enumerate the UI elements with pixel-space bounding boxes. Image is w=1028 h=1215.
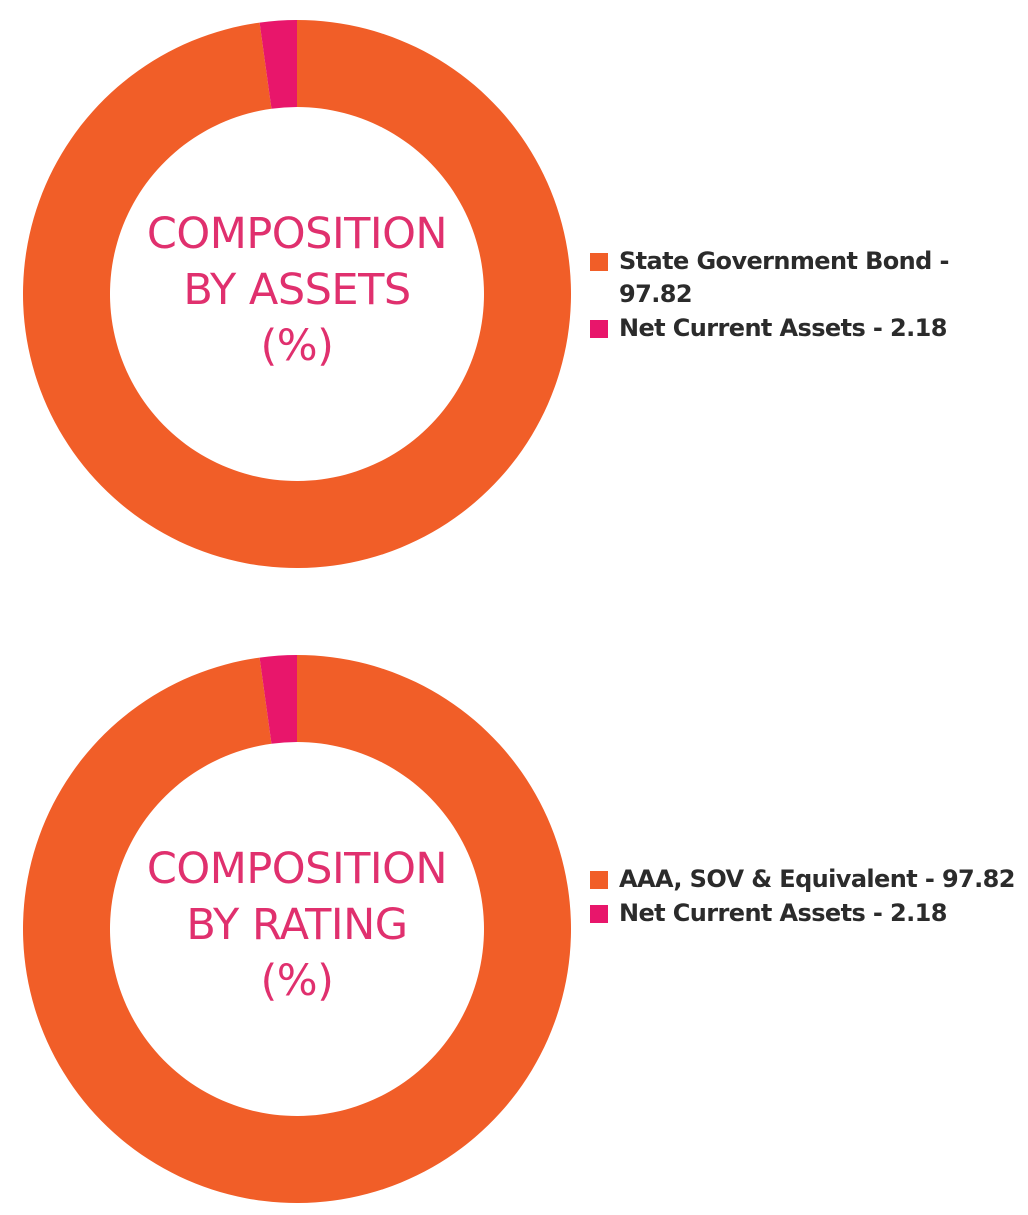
legend-item-state-government-bond: State Government Bond - 97.82 [590, 245, 1020, 311]
legend-label: State Government Bond - 97.82 [619, 247, 949, 308]
donut-slice-net-current-assets [259, 20, 297, 109]
legend-label: AAA, SOV & Equivalent - 97.82 [619, 865, 1015, 893]
legend-label: Net Current Assets - 2.18 [619, 899, 947, 927]
chart-legend: State Government Bond - 97.82 Net Curren… [590, 245, 1020, 346]
donut-slice-aaa-sov-equivalent [23, 655, 572, 1203]
legend-swatch [590, 320, 608, 338]
chart-legend: AAA, SOV & Equivalent - 97.82 Net Curren… [590, 863, 1020, 931]
legend-item-net-current-assets: Net Current Assets - 2.18 [590, 312, 1020, 345]
donut-svg-rating [23, 655, 572, 1203]
legend-swatch [590, 253, 608, 271]
legend-item-aaa-sov-equivalent: AAA, SOV & Equivalent - 97.82 [590, 863, 1020, 896]
donut-chart-composition-by-rating: COMPOSITION BY RATING (%) AAA, SOV & Equ… [0, 645, 1028, 1205]
legend-item-net-current-assets: Net Current Assets - 2.18 [590, 897, 1020, 930]
legend-swatch [590, 905, 608, 923]
legend-label: Net Current Assets - 2.18 [619, 314, 947, 342]
donut-svg-assets [23, 20, 572, 568]
legend-swatch [590, 871, 608, 889]
donut-slice-net-current-assets [259, 655, 297, 744]
donut-chart-composition-by-assets: COMPOSITION BY ASSETS (%) State Governme… [0, 10, 1028, 570]
donut-slice-state-government-bond [23, 20, 572, 568]
